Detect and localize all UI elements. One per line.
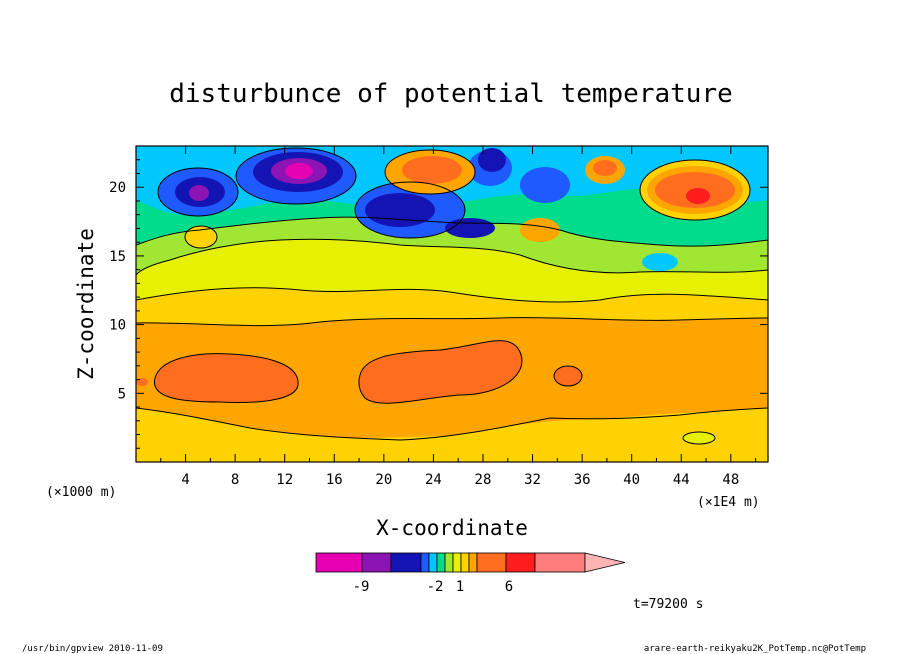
x-tick-label: 32 <box>524 472 541 488</box>
x-tick-label: 36 <box>574 472 591 488</box>
region-lower-yellow <box>136 408 768 462</box>
contour-lines <box>136 147 768 445</box>
y-axis: 5 10 15 20 <box>109 159 768 449</box>
x-unit-label: (×1000 m) <box>46 485 116 500</box>
region-purple-2 <box>189 185 209 201</box>
x-tick-label: 24 <box>425 472 442 488</box>
colorbar-swatch <box>390 552 422 573</box>
footer-left: /usr/bin/gpview 2010-11-09 <box>22 644 163 654</box>
region-red-1 <box>686 188 710 204</box>
y-tick-label: 5 <box>118 386 126 402</box>
colorbar-swatch <box>452 552 462 573</box>
colorbar-extension <box>584 552 626 573</box>
y-axis-label: Z-coordinate <box>74 228 98 380</box>
colorbar-swatch <box>476 552 507 573</box>
colorbar-swatch <box>468 552 478 573</box>
y-tick-label: 20 <box>109 180 126 196</box>
region-yellow-small <box>683 432 715 444</box>
x-tick-label: 28 <box>475 472 492 488</box>
region-navy-5 <box>478 148 506 172</box>
x-tick-label: 20 <box>375 472 392 488</box>
colorbar-swatch <box>315 552 363 573</box>
x-tick-label: 4 <box>181 472 189 488</box>
colorbar-swatch <box>444 552 454 573</box>
region-orange-core-2 <box>358 340 522 404</box>
region-navy-3 <box>365 193 435 227</box>
x-tick-label: 44 <box>673 472 690 488</box>
region-orange-core-3 <box>554 366 582 386</box>
colorbar-tick-label: -2 <box>427 579 444 595</box>
region-cyan-2 <box>642 253 678 271</box>
colorbar-tick-label: -9 <box>353 579 370 595</box>
region-blue-5 <box>520 167 570 203</box>
plot-frame <box>135 145 769 463</box>
colorbar-swatch <box>436 552 446 573</box>
colorbar-swatch <box>361 552 392 573</box>
colorbar-swatch <box>505 552 536 573</box>
x-scale-label: (×1E4 m) <box>697 495 760 510</box>
colorbar: -9 -2 1 6 <box>315 552 626 595</box>
colorbar-swatch <box>534 552 586 573</box>
x-tick-label: 40 <box>623 472 640 488</box>
region-warm-7 <box>593 160 617 176</box>
region-warm-8 <box>520 218 560 242</box>
x-tick-label: 48 <box>722 472 739 488</box>
x-axis-label: X-coordinate <box>376 516 528 540</box>
footer-right: arare-earth-reikyaku2K_PotTemp.nc@PotTem… <box>644 644 866 654</box>
region-orange-core-1 <box>154 353 299 403</box>
time-label: t=79200 s <box>633 597 703 612</box>
colorbar-swatch <box>460 552 470 573</box>
colorbar-swatch <box>420 552 430 573</box>
colorbar-swatch <box>428 552 438 573</box>
colorbar-tick-label: 1 <box>456 579 464 595</box>
colorbar-tick-label: 6 <box>505 579 513 595</box>
region-warm-5 <box>402 156 462 184</box>
region-magenta-1 <box>285 163 313 179</box>
x-tick-label: 8 <box>231 472 239 488</box>
region-warm-9 <box>185 226 217 248</box>
y-tick-label: 15 <box>109 249 126 265</box>
contour-fill <box>136 146 768 462</box>
chart-title: disturbunce of potential temperature <box>169 79 733 109</box>
x-tick-label: 12 <box>276 472 293 488</box>
y-tick-label: 10 <box>109 318 126 334</box>
x-tick-label: 16 <box>326 472 343 488</box>
x-axis: 4 8 12 16 20 24 28 32 36 40 44 48 <box>160 146 757 488</box>
